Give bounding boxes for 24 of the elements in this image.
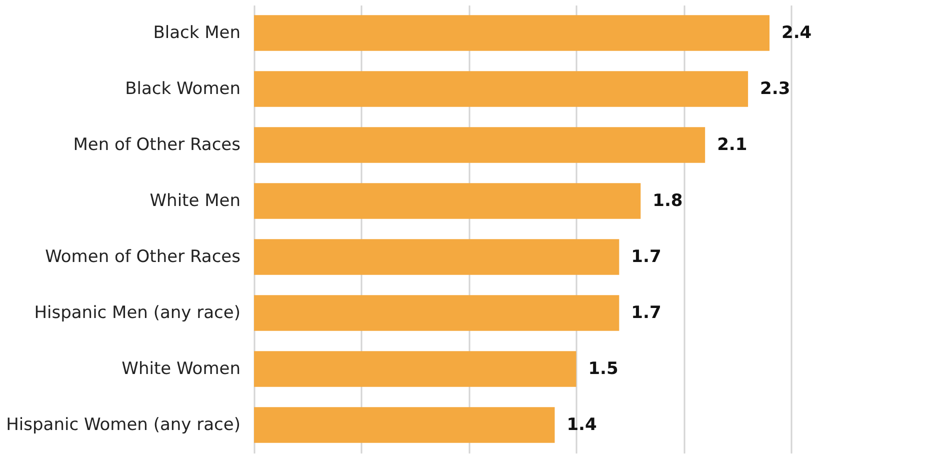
bar [254,239,620,275]
bar [254,127,706,163]
y-tick-label: Men of Other Races [73,135,241,155]
bar [254,351,576,387]
y-tick-label: Women of Other Races [45,247,241,267]
y-tick-label: White Men [150,191,240,211]
y-tick-label: Black Men [153,23,240,43]
data-label: 1.7 [631,247,662,267]
y-tick-label: Hispanic Men (any race) [34,303,240,323]
bar [254,15,770,51]
y-tick-label: Black Women [125,79,240,99]
bar [254,295,620,331]
bar [254,183,641,219]
data-label: 1.5 [588,359,618,379]
bar [254,71,748,107]
data-label: 1.8 [652,191,683,211]
data-label: 2.1 [717,135,748,155]
y-tick-label: Hispanic Women (any race) [6,415,240,435]
y-tick-label: White Women [122,359,240,379]
bar [254,407,555,443]
data-label: 1.7 [631,303,662,323]
data-label: 2.4 [782,23,812,43]
data-label: 2.3 [760,79,790,99]
data-label: 1.4 [566,415,598,435]
